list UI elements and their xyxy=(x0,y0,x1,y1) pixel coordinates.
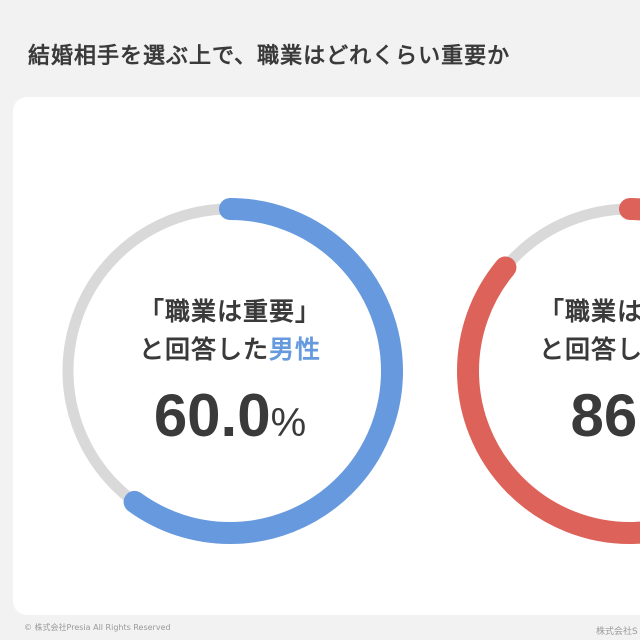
chart-card xyxy=(13,97,640,615)
label-prefix: と回答した xyxy=(538,335,640,364)
donut-ring-male xyxy=(57,198,403,544)
donut-arc-female xyxy=(457,198,640,544)
donut-label-female: 「職業は重要」 と回答した女性 86.% xyxy=(457,293,640,458)
label-line-2: と回答した女性 xyxy=(457,331,640,369)
value-unit: % xyxy=(270,401,307,445)
page-title: 結婚相手を選ぶ上で、職業はどれくらい重要か xyxy=(28,44,511,69)
value-number: 86. xyxy=(570,382,640,449)
label-accent-male: 男性 xyxy=(269,335,322,364)
donut-value-male: 60.0% xyxy=(57,381,403,458)
label-prefix: と回答した xyxy=(138,335,269,364)
donut-label-male: 「職業は重要」 と回答した男性 60.0% xyxy=(57,293,403,458)
label-line-1: 「職業は重要」 xyxy=(138,297,321,326)
donut-arc-male xyxy=(57,198,403,544)
value-number: 60.0 xyxy=(153,382,271,449)
label-line-1: 「職業は重要」 xyxy=(538,297,640,326)
label-line-2: と回答した男性 xyxy=(57,331,403,369)
copyright-text: © 株式会社Presia All Rights Reserved xyxy=(24,623,171,632)
donut-ring-female xyxy=(457,198,640,544)
donut-chart-female: 「職業は重要」 と回答した女性 86.% xyxy=(457,198,640,544)
donut-value-female: 86.% xyxy=(457,381,640,458)
footer-company-text: 株式会社S xyxy=(596,627,638,637)
donut-chart-male: 「職業は重要」 と回答した男性 60.0% xyxy=(57,198,403,544)
